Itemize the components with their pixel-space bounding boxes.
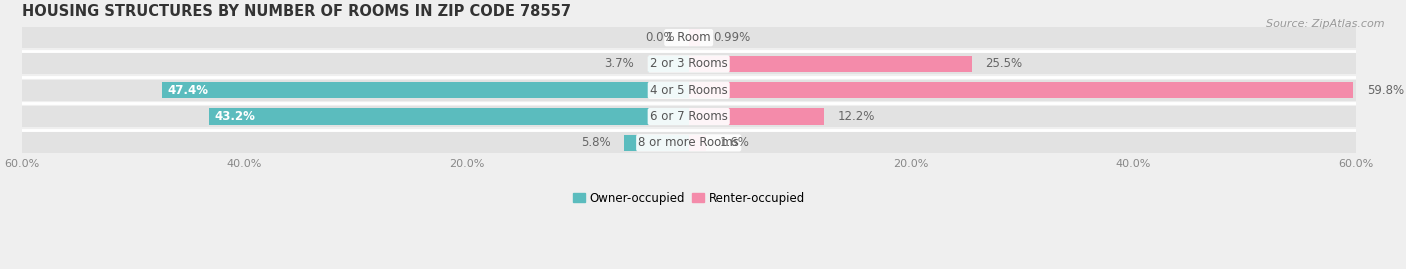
Text: 1.6%: 1.6% <box>720 136 749 149</box>
Bar <box>648 56 689 72</box>
Bar <box>21 106 1355 127</box>
Text: Source: ZipAtlas.com: Source: ZipAtlas.com <box>1267 19 1385 29</box>
Text: 5.8%: 5.8% <box>581 136 610 149</box>
Text: 4 or 5 Rooms: 4 or 5 Rooms <box>650 84 727 97</box>
Bar <box>21 27 1355 48</box>
Text: 47.4%: 47.4% <box>167 84 208 97</box>
Bar <box>162 82 689 98</box>
Text: 0.0%: 0.0% <box>645 31 675 44</box>
Text: 0.99%: 0.99% <box>713 31 751 44</box>
Bar <box>689 108 824 125</box>
Text: HOUSING STRUCTURES BY NUMBER OF ROOMS IN ZIP CODE 78557: HOUSING STRUCTURES BY NUMBER OF ROOMS IN… <box>21 4 571 19</box>
Text: 43.2%: 43.2% <box>214 110 254 123</box>
Text: 25.5%: 25.5% <box>986 58 1022 70</box>
Bar <box>689 82 1354 98</box>
Bar <box>689 30 700 46</box>
Text: 12.2%: 12.2% <box>838 110 875 123</box>
Text: 2 or 3 Rooms: 2 or 3 Rooms <box>650 58 727 70</box>
Text: 8 or more Rooms: 8 or more Rooms <box>638 136 740 149</box>
Text: 59.8%: 59.8% <box>1367 84 1403 97</box>
Bar <box>21 80 1355 101</box>
Bar <box>208 108 689 125</box>
Legend: Owner-occupied, Renter-occupied: Owner-occupied, Renter-occupied <box>568 187 810 209</box>
Bar <box>689 56 972 72</box>
Text: 3.7%: 3.7% <box>605 58 634 70</box>
Bar <box>21 132 1355 153</box>
Bar <box>21 54 1355 75</box>
Bar <box>624 135 689 151</box>
Text: 6 or 7 Rooms: 6 or 7 Rooms <box>650 110 728 123</box>
Text: 1 Room: 1 Room <box>666 31 711 44</box>
Bar <box>689 135 706 151</box>
